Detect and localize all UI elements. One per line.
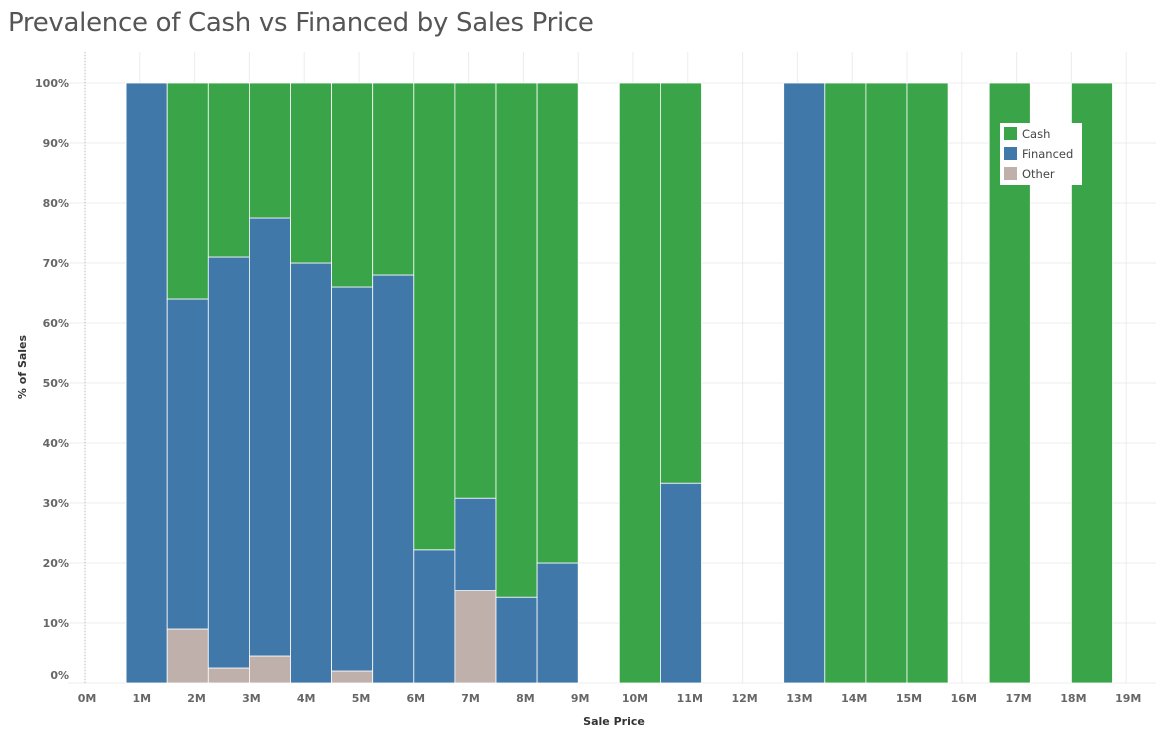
bar-cash-4 xyxy=(290,82,332,264)
y-axis-title: % of Sales xyxy=(16,334,29,399)
x-tick-label: 1M xyxy=(132,692,151,705)
y-tick-label: 50% xyxy=(43,377,69,390)
x-tick-label: 10M xyxy=(622,692,648,705)
bar-cash-8 xyxy=(454,82,497,499)
y-tick-label: 10% xyxy=(43,617,69,630)
bar-cash-11 xyxy=(618,82,661,684)
y-tick-label: 90% xyxy=(43,137,69,150)
bar-financed-1 xyxy=(166,298,209,630)
bar-other-8 xyxy=(454,590,497,684)
bar-other-5 xyxy=(331,670,374,684)
bar-financed-2 xyxy=(207,256,250,669)
x-tick-label: 9M xyxy=(571,692,590,705)
bar-financed-5 xyxy=(331,286,374,672)
x-tick-label: 8M xyxy=(516,692,535,705)
y-tick-label: 100% xyxy=(35,77,69,90)
y-tick-label: 20% xyxy=(43,557,69,570)
bar-financed-12 xyxy=(660,482,702,684)
bar-other-1 xyxy=(166,628,209,684)
bar-financed-9 xyxy=(495,596,538,684)
x-tick-label: 6M xyxy=(406,692,425,705)
legend-label-financed: Financed xyxy=(1022,147,1073,161)
bar-financed-6 xyxy=(372,274,415,684)
x-tick-label: 4M xyxy=(297,692,316,705)
bar-cash-14 xyxy=(824,82,867,684)
x-tick-label: 11M xyxy=(677,692,703,705)
chart-title: Prevalence of Cash vs Financed by Sales … xyxy=(8,8,594,38)
x-tick-label: 5M xyxy=(352,692,371,705)
y-tick-label: 60% xyxy=(43,317,69,330)
y-tick-label: 70% xyxy=(43,257,69,270)
bar-cash-9 xyxy=(495,82,538,598)
bar-cash-16 xyxy=(906,82,949,684)
legend-label-cash: Cash xyxy=(1022,127,1050,141)
bar-cash-1 xyxy=(166,82,209,300)
bar-financed-0 xyxy=(125,82,168,684)
bar-cash-10 xyxy=(536,82,579,564)
y-tick-label: 30% xyxy=(43,497,69,510)
x-axis-ticks: 0M 1M 2M 3M 4M 5M 6M 7M 8M 9M 10M 11M 12M 13M 14M 15M 16… xyxy=(78,692,1142,705)
y-tick-label: 40% xyxy=(43,437,69,450)
y-axis-ticks: 0% 10% 20% 30% 40% 50% 60% 70% 80% 90% 100% xyxy=(35,77,69,682)
x-tick-label: 7M xyxy=(461,692,480,705)
x-tick-label: 14M xyxy=(841,692,867,705)
bar-financed-4 xyxy=(290,262,332,684)
y-tick-label: 0% xyxy=(50,669,69,682)
x-tick-label: 2M xyxy=(187,692,206,705)
bar-cash-12 xyxy=(660,82,702,484)
x-tick-label: 0M xyxy=(78,692,97,705)
bar-cash-3 xyxy=(248,82,291,219)
bar-financed-8 xyxy=(454,497,497,592)
bar-financed-7 xyxy=(413,549,456,684)
x-tick-label: 18M xyxy=(1060,692,1086,705)
bar-cash-6 xyxy=(372,82,415,276)
y-tick-label: 80% xyxy=(43,197,69,210)
bar-cash-2 xyxy=(207,82,250,258)
legend: Cash Financed Other xyxy=(1000,123,1082,185)
bar-cash-7 xyxy=(413,82,456,551)
legend-swatch-cash xyxy=(1004,127,1017,140)
x-tick-label: 16M xyxy=(951,692,977,705)
x-tick-label: 15M xyxy=(896,692,922,705)
legend-swatch-other xyxy=(1004,167,1017,180)
bar-financed-3 xyxy=(248,217,291,657)
x-tick-label: 3M xyxy=(242,692,261,705)
bar-cash-15 xyxy=(865,82,908,684)
bar-other-3 xyxy=(248,655,291,684)
bar-other-2 xyxy=(207,667,250,684)
x-tick-label: 13M xyxy=(786,692,812,705)
bar-financed-13 xyxy=(783,82,826,684)
bar-financed-10 xyxy=(536,562,579,684)
legend-label-other: Other xyxy=(1022,167,1055,181)
x-tick-label: 19M xyxy=(1115,692,1141,705)
x-tick-label: 17M xyxy=(1005,692,1031,705)
legend-swatch-financed xyxy=(1004,147,1017,160)
x-tick-label: 12M xyxy=(731,692,757,705)
x-axis-title: Sale Price xyxy=(583,715,645,728)
bar-cash-5 xyxy=(331,82,374,288)
